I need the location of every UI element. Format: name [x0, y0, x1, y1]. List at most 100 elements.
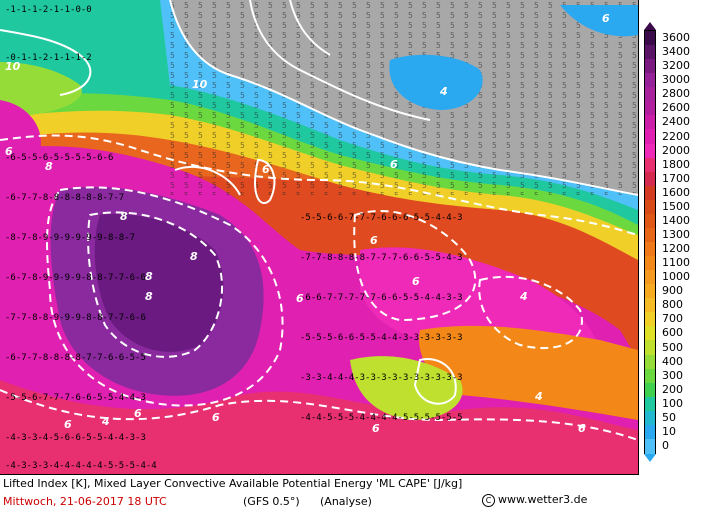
- legend-swatch: [645, 157, 655, 173]
- legend-level-label: 900: [662, 284, 683, 298]
- contour-label: 8: [145, 290, 153, 303]
- legend-level-label: 2400: [662, 115, 690, 129]
- cape-legend: 3600 3400 3200 3000 2800 2600 2400 2200 2000 1800…: [640, 22, 704, 462]
- svg-text:-4-3-3-4-5-6-6-5-5-4-4-3-3: -4-3-3-4-5-6-6-5-5-4-4-3-3: [5, 433, 146, 443]
- svg-text:-6-5-5-6-5-5-5-5-6-6: -6-5-5-6-5-5-5-5-6-6: [5, 153, 113, 163]
- contour-label: 6: [212, 411, 220, 424]
- legend-level-label: 50: [662, 410, 676, 424]
- contour-label: 6: [372, 422, 380, 435]
- svg-text:-6-7-8-9-9-9-9-8-8-7-7-6-6: -6-7-8-9-9-9-9-8-8-7-7-6-6: [5, 273, 146, 283]
- legend-level-label: 1100: [662, 256, 690, 270]
- legend-swatch: [645, 438, 655, 454]
- legend-swatch: [645, 115, 655, 131]
- cape-field-west-green: [0, 62, 82, 118]
- legend-level-label: 1400: [662, 213, 690, 227]
- legend-swatch: [645, 270, 655, 286]
- svg-text:-5-5-5-6-6-5-5-4-4-3-3-3-3-3-3: -5-5-5-6-6-5-5-4-4-3-3-3-3-3-3: [300, 333, 463, 343]
- legend-level-label: 600: [662, 326, 683, 340]
- svg-text:-7-7-8-8-9-9-9-8-8-7-7-6-6: -7-7-8-8-9-9-9-8-8-7-7-6-6: [5, 313, 146, 323]
- legend-swatch: [645, 298, 655, 314]
- legend-swatch: [645, 410, 655, 426]
- legend-level-label: 2000: [662, 143, 690, 157]
- legend-level-label: 2600: [662, 101, 690, 115]
- contour-label: 6: [64, 418, 72, 431]
- legend-swatch: [645, 185, 655, 201]
- legend-color-bar: [644, 30, 656, 454]
- svg-text:-1-1-1-2-1-1-0-0: -1-1-1-2-1-1-0-0: [5, 5, 92, 15]
- legend-swatch: [645, 171, 655, 187]
- legend-swatch: [645, 256, 655, 272]
- map-model: (GFS 0.5°): [243, 495, 300, 508]
- legend-swatch: [645, 227, 655, 243]
- legend-cap-top: [644, 22, 656, 30]
- contour-label: 6: [370, 234, 378, 247]
- legend-level-label: 1700: [662, 171, 690, 185]
- legend-swatch: [645, 326, 655, 342]
- contour-label: 8: [120, 210, 128, 223]
- legend-swatch: [645, 73, 655, 89]
- legend-level-label: 1300: [662, 227, 690, 241]
- contour-label: 4: [519, 290, 528, 303]
- contour-label: 6: [390, 158, 398, 171]
- li-numerals: -1-1-1-2-1-1-0-0 -0-1-1-2-1-1-1-2 -6-5-5…: [5, 5, 463, 471]
- legend-swatch: [645, 213, 655, 229]
- legend-level-label: 1500: [662, 199, 690, 213]
- svg-text:-6-7-7-8-8-8-8-8-8-7-7: -6-7-7-8-8-8-8-8-8-7-7: [5, 193, 124, 203]
- contour-label: 6: [262, 163, 270, 176]
- contour-label: 8: [145, 270, 153, 283]
- contour-label: 8: [190, 250, 198, 263]
- legend-swatch: [645, 31, 655, 46]
- cape-field-purple-core: [94, 214, 224, 352]
- cape-map-canvas: 5: [0, 0, 638, 474]
- copyright-link[interactable]: www.wetter3.de: [498, 493, 588, 506]
- legend-swatch: [645, 242, 655, 257]
- svg-text:-4-4-5-5-5-4-4-4-4-5-5-5-5-5-5: -4-4-5-5-5-4-4-4-4-5-5-5-5-5-5: [300, 413, 463, 423]
- contour-label: 6: [134, 407, 142, 420]
- legend-level-label: 10: [662, 424, 676, 438]
- legend-swatch: [645, 45, 655, 61]
- legend-swatch: [645, 396, 655, 412]
- map-run-type: (Analyse): [320, 495, 372, 508]
- contour-label: 4: [534, 390, 543, 403]
- map-title: Lifted Index [K], Mixed Layer Convective…: [3, 477, 463, 490]
- legend-swatch: [645, 424, 655, 440]
- contour-label: 8: [45, 160, 53, 173]
- legend-swatch: [645, 354, 655, 370]
- copyright-icon: C: [482, 493, 495, 507]
- li-contours: [0, 0, 638, 441]
- legend-level-label: 400: [662, 354, 683, 368]
- contour-label: 10: [5, 60, 21, 73]
- contour-label: 6: [578, 422, 586, 435]
- legend-level-label: 500: [662, 340, 683, 354]
- contour-label: 4: [101, 415, 110, 428]
- legend-level-label: 3200: [662, 59, 690, 73]
- legend-level-label: 100: [662, 396, 683, 410]
- svg-text:-0-1-1-2-1-1-1-2: -0-1-1-2-1-1-1-2: [5, 53, 92, 63]
- legend-swatch: [645, 87, 655, 103]
- cape-map: 5: [0, 0, 639, 475]
- contour-labels: 10 10 8 8 8 8 8 6 6 6 6 6 6 6 6 6 6 4 4 …: [5, 12, 610, 435]
- legend-level-label: 2800: [662, 87, 690, 101]
- legend-swatch: [645, 101, 655, 117]
- contour-label: 6: [602, 12, 610, 25]
- cape-field-south: [0, 380, 638, 474]
- map-date: Mittwoch, 21-06-2017 18 UTC: [3, 495, 167, 508]
- svg-text:-6-7-7-8-8-8-8-7-7-6-6-5-5: -6-7-7-8-8-8-8-7-7-6-6-5-5: [5, 353, 146, 363]
- contour-label: 6: [412, 275, 420, 288]
- contour-label: 6: [296, 292, 304, 305]
- legend-swatch: [645, 59, 655, 75]
- contour-label: 10: [192, 78, 208, 91]
- legend-swatch: [645, 284, 655, 300]
- legend-level-label: 1000: [662, 270, 690, 284]
- legend-level-label: 1600: [662, 185, 690, 199]
- cape-field-east-orange: [419, 325, 638, 420]
- legend-swatch: [645, 340, 655, 356]
- legend-swatch: [645, 143, 655, 159]
- svg-text:-5-5-6-7-7-7-6-6-5-5-4-4-3: -5-5-6-7-7-7-6-6-5-5-4-4-3: [5, 393, 146, 403]
- svg-text:-5-5-6-6-7-7-7-6-6-6-5-5-4-4-3: -5-5-6-6-7-7-7-6-6-6-5-5-4-4-3: [300, 213, 463, 223]
- legend-level-label: 1800: [662, 157, 690, 171]
- legend-swatch: [645, 368, 655, 384]
- legend-level-label: 700: [662, 312, 683, 326]
- svg-text:-3-3-4-4-4-3-3-3-3-3-3-3-3-3-3: -3-3-4-4-4-3-3-3-3-3-3-3-3-3-3: [300, 373, 463, 383]
